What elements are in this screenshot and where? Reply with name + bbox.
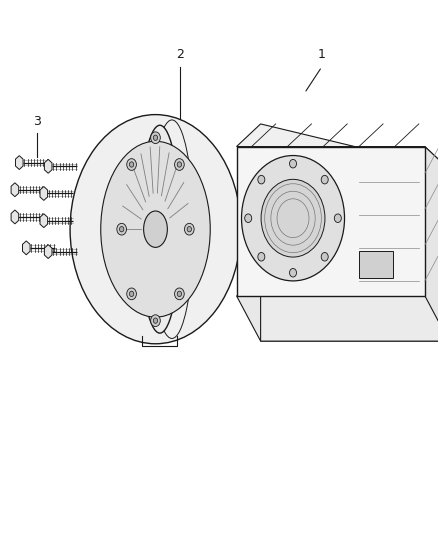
Polygon shape xyxy=(261,147,438,341)
Ellipse shape xyxy=(117,223,127,235)
Polygon shape xyxy=(15,156,23,169)
Text: 3: 3 xyxy=(33,115,41,128)
Ellipse shape xyxy=(151,132,160,143)
Circle shape xyxy=(258,253,265,261)
Circle shape xyxy=(245,214,252,222)
Polygon shape xyxy=(237,124,438,169)
Ellipse shape xyxy=(153,135,158,140)
Polygon shape xyxy=(44,245,52,259)
Ellipse shape xyxy=(70,115,241,344)
Ellipse shape xyxy=(129,291,134,296)
Polygon shape xyxy=(11,183,19,197)
Ellipse shape xyxy=(144,211,167,247)
Ellipse shape xyxy=(175,288,184,300)
Ellipse shape xyxy=(175,159,184,171)
Polygon shape xyxy=(40,187,48,200)
Circle shape xyxy=(321,253,328,261)
Polygon shape xyxy=(11,210,19,224)
Ellipse shape xyxy=(120,227,124,232)
Ellipse shape xyxy=(163,125,204,333)
Ellipse shape xyxy=(129,162,134,167)
Ellipse shape xyxy=(151,315,160,327)
Circle shape xyxy=(290,269,297,277)
Ellipse shape xyxy=(127,159,136,171)
Ellipse shape xyxy=(127,288,136,300)
Ellipse shape xyxy=(153,318,158,324)
Circle shape xyxy=(334,214,341,222)
Ellipse shape xyxy=(177,291,182,296)
FancyBboxPatch shape xyxy=(359,251,393,278)
Ellipse shape xyxy=(139,125,180,333)
Circle shape xyxy=(261,179,325,257)
Circle shape xyxy=(258,175,265,184)
Polygon shape xyxy=(40,214,48,228)
Circle shape xyxy=(321,175,328,184)
Ellipse shape xyxy=(177,162,182,167)
Text: 1: 1 xyxy=(318,49,326,61)
Ellipse shape xyxy=(101,141,210,317)
Polygon shape xyxy=(237,147,425,296)
Polygon shape xyxy=(44,159,52,173)
Polygon shape xyxy=(425,147,438,341)
Text: 2: 2 xyxy=(176,49,184,61)
Circle shape xyxy=(241,156,345,281)
Circle shape xyxy=(290,159,297,168)
Ellipse shape xyxy=(184,223,194,235)
Polygon shape xyxy=(237,296,438,341)
Polygon shape xyxy=(22,241,30,255)
Ellipse shape xyxy=(187,227,191,232)
